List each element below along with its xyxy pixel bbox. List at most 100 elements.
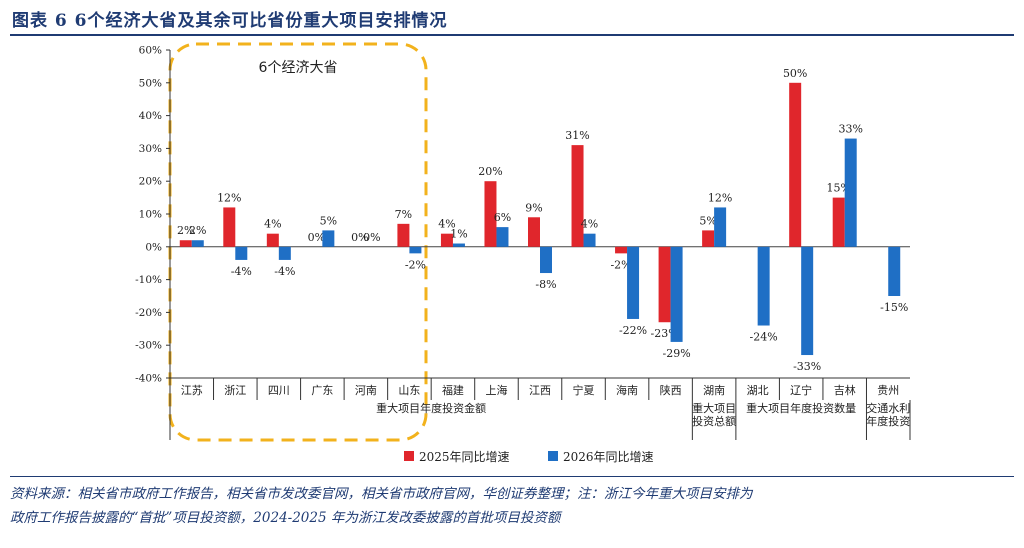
bar-2025 xyxy=(702,230,715,247)
bar-2026 xyxy=(844,138,857,247)
category-label: 山东 xyxy=(398,384,420,397)
data-label-2025: 50% xyxy=(783,67,807,80)
highlight-label: 6个经济大省 xyxy=(259,60,338,76)
footer-divider xyxy=(10,476,1014,477)
bar-2026 xyxy=(235,246,248,260)
data-label-2025: 2% xyxy=(177,224,194,237)
category-label: 江西 xyxy=(529,384,551,397)
bar-2025 xyxy=(179,240,192,247)
data-label-2026: -4% xyxy=(231,265,252,278)
bar-2025 xyxy=(528,217,540,247)
bar-2026 xyxy=(888,246,901,296)
group-label: 交通水利年度投资 xyxy=(866,401,910,428)
page-title: 图表 6 6个经济大省及其余可比省份重大项目安排情况 xyxy=(12,11,448,31)
legend-swatch-2026 xyxy=(548,451,558,461)
data-label-2025: 31% xyxy=(565,129,589,142)
y-tick-label: 0% xyxy=(145,241,162,253)
category-label: 广东 xyxy=(311,384,333,397)
data-label-2025: 4% xyxy=(438,218,455,231)
category-label: 吉林 xyxy=(834,383,856,397)
bar-2026 xyxy=(757,246,770,326)
data-label-2026: 5% xyxy=(320,214,337,227)
group-label: 重大项目投资总额 xyxy=(692,401,736,428)
y-tick-label: 50% xyxy=(139,77,162,89)
source-note-line-2: 政府工作报告披露的“首批”项目投资额，2024-2025 年为浙江发改委披露的首… xyxy=(10,510,561,526)
data-label-2026: 12% xyxy=(708,191,732,204)
bar-2026 xyxy=(627,246,640,319)
data-label-2026: 6% xyxy=(494,211,511,224)
bar-2026 xyxy=(191,240,204,247)
data-label-2025: 4% xyxy=(264,218,281,231)
bar-2026 xyxy=(409,246,422,254)
y-tick-label: 20% xyxy=(139,176,162,188)
source-note: 资料来源：相关省市政府工作报告，相关省市发改委官网，相关省市政府官网，华创证券整… xyxy=(10,482,1014,530)
bar-2026 xyxy=(496,227,509,247)
group-label: 重大项目年度投资数量 xyxy=(746,401,856,415)
bar-2026 xyxy=(583,233,596,247)
data-label-2025: -2% xyxy=(610,258,631,271)
y-tick-label: 10% xyxy=(139,209,162,221)
category-label: 湖北 xyxy=(747,384,769,397)
bar-2025 xyxy=(571,145,584,247)
bar-2025 xyxy=(223,207,236,247)
category-label: 四川 xyxy=(268,384,290,397)
data-label-2025: 0% xyxy=(351,231,368,244)
data-label-2025: 12% xyxy=(217,191,241,204)
y-tick-label: -20% xyxy=(135,307,162,319)
data-label-2026: 4% xyxy=(581,218,598,231)
bar-2025 xyxy=(615,246,628,254)
y-tick-label: 30% xyxy=(139,143,162,155)
category-label: 上海 xyxy=(485,383,507,397)
y-tick-label: -40% xyxy=(135,373,162,385)
y-tick-label: 60% xyxy=(139,45,162,57)
y-tick-label: -10% xyxy=(135,274,162,286)
data-label-2025: 0% xyxy=(308,231,325,244)
data-label-2025: 7% xyxy=(395,208,412,221)
group-label: 重大项目年度投资金额 xyxy=(376,401,486,415)
bar-chart: 6个经济大省 -40% -30% -20% -10% 0% 10% 20% 30% 40% 50% 6… xyxy=(135,42,911,464)
bar-2025 xyxy=(789,82,802,247)
bar-2026 xyxy=(540,246,552,274)
data-label-2026: -15% xyxy=(880,301,908,314)
title-bar: 图表 6 6个经济大省及其余可比省份重大项目安排情况 xyxy=(0,0,1024,38)
bar-2025 xyxy=(266,233,279,247)
category-label: 宁夏 xyxy=(573,383,595,397)
legend-label-2026: 2026年同比增速 xyxy=(563,450,654,464)
legend-label-2025: 2025年同比增速 xyxy=(419,450,510,464)
data-label-2026: 0% xyxy=(363,231,380,244)
legend-swatch-2025 xyxy=(404,451,414,461)
bar-2026 xyxy=(670,246,683,342)
title-divider xyxy=(10,34,1014,36)
bar-2025 xyxy=(832,197,845,247)
source-note-line-1: 资料来源：相关省市政府工作报告，相关省市发改委官网，相关省市政府官网，华创证券整… xyxy=(10,486,753,502)
bar-2026 xyxy=(452,243,465,247)
data-label-2025: 20% xyxy=(478,165,502,178)
category-label: 河南 xyxy=(355,384,377,397)
data-label-2026: -4% xyxy=(274,265,295,278)
category-label: 辽宁 xyxy=(790,383,812,397)
category-label: 湖南 xyxy=(703,384,725,397)
bar-2026 xyxy=(801,246,814,356)
category-label: 浙江 xyxy=(224,384,246,397)
bar-2026 xyxy=(714,207,727,247)
data-label-2026: 1% xyxy=(450,228,467,241)
data-label-2026: -8% xyxy=(535,278,556,291)
data-label-2026: -24% xyxy=(750,331,778,344)
category-label: 贵州 xyxy=(877,384,899,397)
data-label-2026: -29% xyxy=(663,347,691,360)
data-label-2026: 33% xyxy=(838,123,862,136)
bar-2026 xyxy=(322,230,335,247)
bar-2025 xyxy=(658,246,671,323)
data-label-2025: 9% xyxy=(525,201,542,214)
data-label-2026: 2% xyxy=(189,224,206,237)
y-tick-label: -30% xyxy=(135,340,162,352)
category-label: 海南 xyxy=(616,383,638,397)
category-label: 陕西 xyxy=(660,383,682,397)
bar-2025 xyxy=(484,181,497,247)
bar-2025 xyxy=(397,223,410,247)
data-label-2026: -2% xyxy=(405,258,426,271)
category-label: 福建 xyxy=(442,383,464,397)
data-label-2026: -22% xyxy=(619,324,647,337)
data-label-2025: 5% xyxy=(699,214,716,227)
bar-2025 xyxy=(440,233,453,247)
